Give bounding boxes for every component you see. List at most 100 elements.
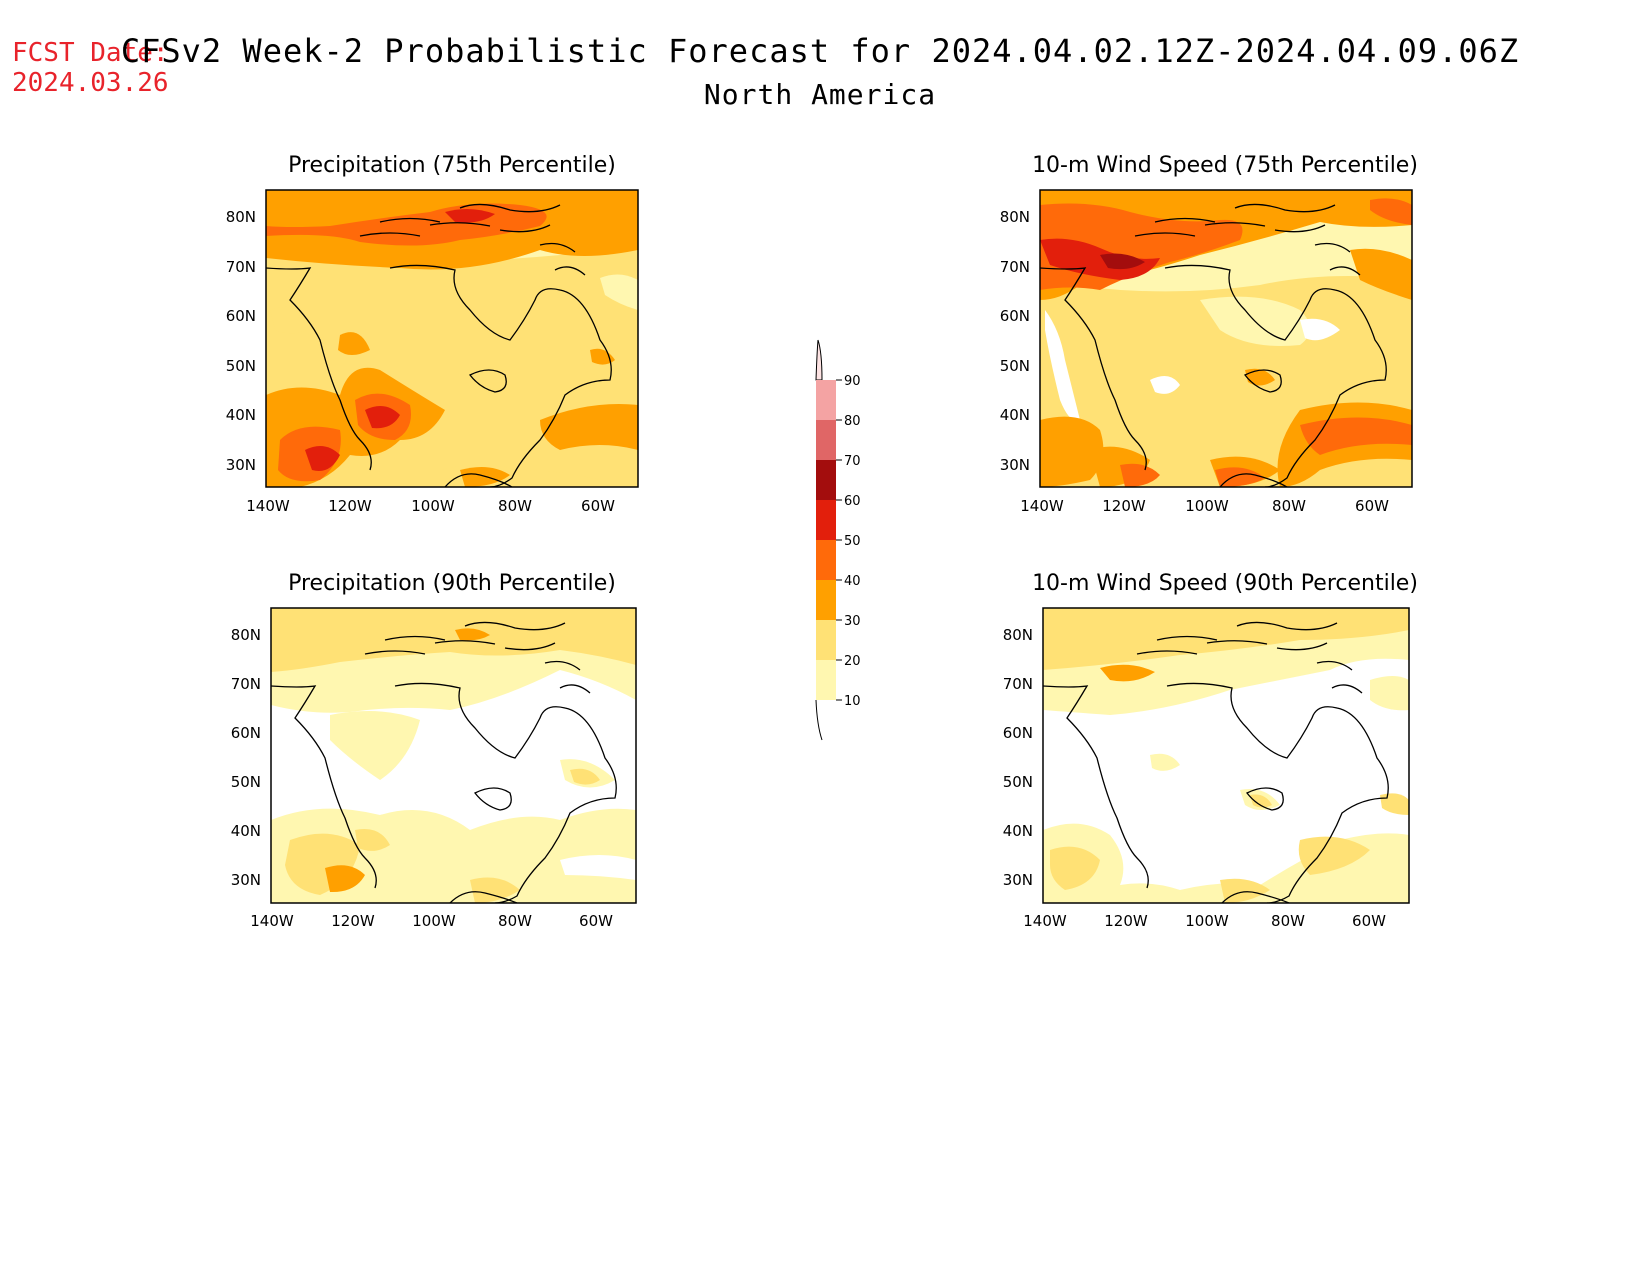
coastline <box>1043 621 1389 903</box>
coastline <box>266 203 612 487</box>
colorbar-label: 70 <box>844 454 861 469</box>
lat-label-80n: 80N <box>1003 626 1033 644</box>
lon-label-80w: 80W <box>1272 497 1306 515</box>
panel-title: Precipitation (90th Percentile) <box>288 571 616 596</box>
lat-label-50n: 50N <box>226 357 256 375</box>
precip-75-field <box>266 190 638 487</box>
map-frame <box>1039 189 1413 488</box>
lat-labels: 80N 70N 60N 50N 40N 30N <box>226 208 256 474</box>
lat-label-60n: 60N <box>231 724 261 742</box>
lat-labels: 80N 70N 60N 50N 40N 30N <box>1000 208 1030 474</box>
colorbar-bottom-tip <box>815 699 823 741</box>
lon-label-80w: 80W <box>498 912 532 930</box>
precip-90-field <box>271 608 636 903</box>
lon-label-140w: 140W <box>1023 912 1067 930</box>
lon-label-60w: 60W <box>1355 497 1389 515</box>
colorbar-label: 90 <box>844 374 861 389</box>
lat-label-30n: 30N <box>226 456 256 474</box>
lon-label-140w: 140W <box>250 912 294 930</box>
lon-labels: 140W 120W 100W 80W 60W <box>1020 497 1389 515</box>
forecast-date-block: FCST Date: 2024.03.26 <box>12 38 169 98</box>
colorbar-label: 20 <box>844 654 861 669</box>
lon-label-140w: 140W <box>246 497 290 515</box>
lat-label-60n: 60N <box>1003 724 1033 742</box>
lon-label-80w: 80W <box>1271 912 1305 930</box>
panel-title: 10-m Wind Speed (90th Percentile) <box>1032 571 1418 596</box>
lon-labels: 140W 120W 100W 80W 60W <box>1023 912 1386 930</box>
map-frame <box>270 607 637 904</box>
lat-label-40n: 40N <box>1003 822 1033 840</box>
colorbar-label: 80 <box>844 414 861 429</box>
region-subtitle: North America <box>703 78 937 111</box>
lat-label-50n: 50N <box>1003 773 1033 791</box>
colorbar-swatches <box>816 380 836 700</box>
colorbar-swatch <box>816 420 836 460</box>
lon-label-100w: 100W <box>1185 497 1229 515</box>
lat-label-30n: 30N <box>1000 456 1030 474</box>
lon-label-140w: 140W <box>1020 497 1064 515</box>
lon-label-60w: 60W <box>1352 912 1386 930</box>
colorbar-swatch <box>816 380 836 420</box>
wind-75-field <box>1040 190 1412 487</box>
wind-90-field <box>1043 608 1409 903</box>
colorbar-swatch <box>816 580 836 620</box>
colorbar-label: 10 <box>844 694 861 709</box>
lon-label-120w: 120W <box>1102 497 1146 515</box>
lat-labels: 80N 70N 60N 50N 40N 30N <box>1003 626 1033 889</box>
lat-label-50n: 50N <box>231 773 261 791</box>
colorbar-label: 60 <box>844 494 861 509</box>
colorbar-swatch <box>816 500 836 540</box>
lat-label-70n: 70N <box>226 258 256 276</box>
lat-label-80n: 80N <box>231 626 261 644</box>
lat-label-60n: 60N <box>1000 307 1030 325</box>
lat-label-70n: 70N <box>231 675 261 693</box>
colorbar-label: 50 <box>844 534 861 549</box>
map-frame <box>1042 607 1410 904</box>
panel-wind-90: 10-m Wind Speed (90th Percentile) 80N <box>1003 571 1418 930</box>
lon-label-80w: 80W <box>498 497 532 515</box>
page-title: CFSv2 Week-2 Probabilistic Forecast for … <box>120 32 1520 70</box>
lon-label-120w: 120W <box>328 497 372 515</box>
coastline <box>271 621 617 903</box>
lon-label-120w: 120W <box>331 912 375 930</box>
lon-label-100w: 100W <box>412 912 456 930</box>
colorbar-swatch <box>816 620 836 660</box>
panel-precip-90: Precipitation (90th Percentile) 80N <box>231 571 637 930</box>
lon-label-60w: 60W <box>579 912 613 930</box>
lat-label-70n: 70N <box>1003 675 1033 693</box>
lat-label-30n: 30N <box>231 871 261 889</box>
lon-label-120w: 120W <box>1104 912 1148 930</box>
colorbar-labels: 90 80 70 60 50 40 30 20 10 <box>836 374 861 709</box>
colorbar-swatch <box>816 540 836 580</box>
coastline <box>1040 203 1387 487</box>
forecast-date-label: FCST Date: <box>12 38 169 68</box>
lat-label-40n: 40N <box>1000 406 1030 424</box>
lat-labels: 80N 70N 60N 50N 40N 30N <box>231 626 261 889</box>
lat-label-80n: 80N <box>1000 208 1030 226</box>
lat-label-50n: 50N <box>1000 357 1030 375</box>
lat-label-40n: 40N <box>231 822 261 840</box>
lon-label-60w: 60W <box>581 497 615 515</box>
lat-label-60n: 60N <box>226 307 256 325</box>
lat-label-40n: 40N <box>226 406 256 424</box>
panel-title: 10-m Wind Speed (75th Percentile) <box>1032 153 1418 178</box>
lat-label-80n: 80N <box>226 208 256 226</box>
lon-labels: 140W 120W 100W 80W 60W <box>250 912 613 930</box>
panel-wind-75: 10-m Wind Speed (75th Percentile) <box>1000 153 1418 515</box>
panel-precip-75: Precipitation (75th Percentile) <box>226 153 639 515</box>
lat-label-30n: 30N <box>1003 871 1033 889</box>
colorbar-label: 40 <box>844 574 861 589</box>
colorbar-label: 30 <box>844 614 861 629</box>
forecast-date-value: 2024.03.26 <box>12 68 169 98</box>
lon-labels: 140W 120W 100W 80W 60W <box>246 497 615 515</box>
colorbar: 90 80 70 60 50 40 30 20 10 <box>815 339 861 741</box>
colorbar-swatch <box>816 460 836 500</box>
panel-title: Precipitation (75th Percentile) <box>288 153 616 178</box>
lat-label-70n: 70N <box>1000 258 1030 276</box>
lon-label-100w: 100W <box>1185 912 1229 930</box>
lon-label-100w: 100W <box>411 497 455 515</box>
map-frame <box>265 189 639 488</box>
colorbar-top-tip <box>815 339 823 381</box>
colorbar-swatch <box>816 660 836 700</box>
